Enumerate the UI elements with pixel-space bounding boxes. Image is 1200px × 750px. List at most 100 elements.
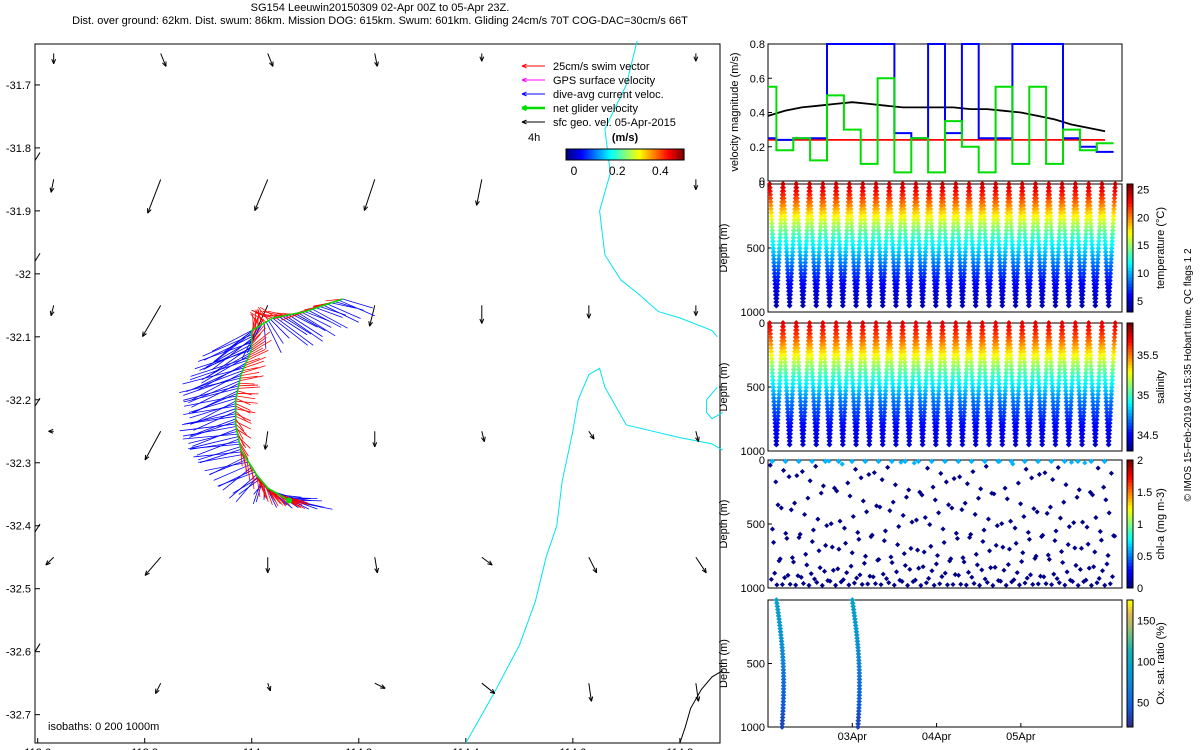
temperature-point — [822, 231, 829, 237]
swim-vector — [238, 441, 249, 457]
swim-vector — [242, 367, 258, 371]
temperature-colorbar-cell — [1127, 283, 1133, 287]
salinity-colorbar-cell — [1127, 425, 1133, 430]
temperature-point — [777, 227, 784, 234]
temperature-point — [778, 209, 785, 216]
salinity-ylabel: Depth (m) — [718, 363, 730, 412]
temperature-point — [796, 231, 802, 237]
temperature-point — [809, 227, 815, 234]
temperature-colorbar-cell — [1127, 305, 1133, 310]
temperature-point — [802, 259, 809, 266]
salinity-colorbar-tick-label: 34.5 — [1137, 430, 1158, 442]
swim-vector — [240, 372, 260, 377]
temperature-point — [768, 202, 774, 209]
coastline-lower — [465, 367, 723, 744]
colorbar-cell — [640, 149, 644, 160]
copyright-label: © IMOS 15-Feb-2019 04:15:35 Hobart time.… — [1183, 248, 1194, 501]
temperature-point — [817, 231, 823, 237]
oxygen-colorbar-cell — [1127, 628, 1133, 633]
temperature-point — [785, 281, 792, 287]
colorbar-cell — [642, 149, 646, 160]
temperature-point — [822, 220, 828, 227]
temperature-colorbar-cell — [1127, 273, 1133, 278]
temperature-colorbar-cell — [1127, 270, 1133, 275]
temperature-point — [808, 213, 815, 220]
velocity-ytick-label: 0 — [759, 176, 765, 188]
temperature-point — [820, 184, 826, 191]
chla-colorbar-tick-label: 0 — [1137, 583, 1143, 595]
temperature-ytick-label: 1000 — [741, 307, 765, 319]
chla-colorbar-cell — [1127, 511, 1133, 515]
swim-vector — [248, 461, 256, 482]
colorbar-cell — [621, 149, 624, 160]
dac-vector — [312, 308, 348, 329]
temperature-colorbar-cell — [1127, 184, 1133, 188]
colorbar-cell — [591, 149, 595, 160]
temperature-point — [803, 234, 810, 241]
net-velocity-track — [234, 298, 343, 502]
map-ytick-label: -31.7 — [6, 80, 31, 92]
colorbar-cell — [662, 149, 665, 160]
dac-vector — [270, 319, 290, 339]
dac-vector — [279, 494, 302, 498]
temperature-point — [807, 199, 814, 205]
oxygen-colorbar-cell — [1127, 717, 1133, 722]
temperature-point — [830, 231, 837, 237]
temperature-point — [791, 213, 798, 220]
temperature-point — [823, 245, 830, 252]
temperature-colorbar-cell — [1127, 267, 1133, 271]
temperature-point — [817, 234, 823, 241]
temperature-point — [796, 245, 803, 252]
swim-vector — [246, 459, 251, 481]
swim-vector — [238, 384, 259, 387]
chla-colorbar-cell — [1127, 495, 1133, 499]
edge-hook — [34, 523, 41, 533]
swim-vector — [239, 382, 255, 385]
geo-velocity-arrow — [267, 53, 274, 67]
chla-colorbar-cell — [1127, 472, 1133, 477]
dac-vector — [199, 347, 252, 371]
temperature-point — [783, 241, 790, 248]
chla-colorbar-cell — [1127, 517, 1133, 522]
temperature-point — [818, 216, 824, 223]
temperature-point — [811, 263, 817, 270]
temperature-colorbar-cell — [1127, 289, 1133, 294]
temperature-point — [782, 216, 788, 223]
map-xtick-label: 114.2 — [345, 747, 372, 750]
swim-vector — [235, 405, 251, 414]
temperature-point — [804, 213, 811, 220]
chla-colorbar-cell — [1127, 572, 1133, 576]
geo-vectors — [34, 53, 707, 702]
geo-velocity-arrow — [479, 305, 485, 324]
swim-vector — [246, 349, 269, 361]
colorbar-cell — [593, 149, 597, 160]
temperature-point — [803, 231, 810, 237]
temperature-point — [771, 270, 778, 277]
temperature-point — [820, 188, 827, 194]
swim-vector — [250, 339, 272, 354]
geo-velocity-arrow — [588, 431, 595, 440]
temperature-point — [821, 209, 828, 216]
coastline-inlet — [706, 386, 723, 420]
temperature-point — [812, 284, 819, 291]
dac-vector — [189, 360, 248, 381]
temperature-point — [781, 202, 787, 209]
temperature-point — [790, 227, 797, 234]
chla-ytick-label: 1000 — [741, 583, 765, 595]
temperature-point — [828, 263, 835, 270]
temperature-colorbar-cell — [1127, 222, 1133, 227]
edge-hook — [34, 252, 41, 262]
temperature-ytick-label: 0 — [759, 179, 765, 191]
velocity-ylabel: velocity magnitude (m/s) — [729, 52, 741, 171]
dac-vector — [202, 334, 252, 357]
chla-colorbar-tick-label: 1 — [1137, 519, 1143, 531]
colorbar-cell — [656, 149, 660, 160]
temperature-colorbar-cell — [1127, 187, 1133, 191]
colorbar-tick-label: 0.2 — [609, 164, 626, 178]
temperature-point — [789, 249, 796, 255]
temperature-colorbar-cell — [1127, 241, 1133, 246]
